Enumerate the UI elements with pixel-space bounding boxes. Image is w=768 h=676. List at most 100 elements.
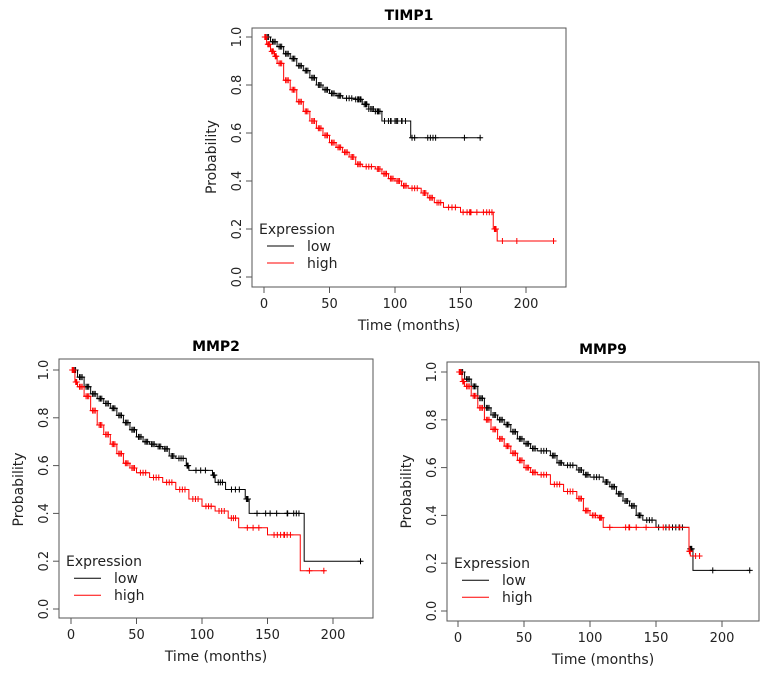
censor-mark: [250, 524, 257, 531]
censor-mark: [618, 490, 625, 497]
censor-mark: [236, 486, 243, 493]
censor-mark: [185, 462, 192, 469]
censor-mark: [543, 471, 550, 478]
x-tick-label: 50: [321, 297, 338, 312]
censor-mark: [525, 440, 532, 447]
censor-mark: [131, 426, 138, 433]
series-low: [262, 34, 484, 141]
legend-label-high: high: [502, 590, 533, 606]
censor-mark: [164, 445, 171, 452]
censor-mark: [532, 445, 539, 452]
x-tick-label: 200: [321, 628, 346, 643]
censor-mark: [228, 486, 235, 493]
censor-mark: [525, 464, 532, 471]
censor-mark: [98, 421, 105, 428]
censor-mark: [192, 467, 199, 474]
x-tick-label: 0: [67, 628, 75, 643]
censor-mark: [396, 178, 403, 184]
y-tick-label: 0.4: [425, 505, 440, 526]
plot-frame: [446, 361, 760, 622]
censor-mark: [409, 185, 416, 192]
censor-mark: [505, 421, 512, 428]
y-tick-label: 0.6: [230, 123, 245, 144]
x-tick-label: 200: [710, 631, 735, 646]
censor-mark: [244, 524, 251, 531]
censor-mark: [317, 82, 324, 88]
y-axis-label: Probability: [399, 454, 415, 528]
censor-mark: [387, 118, 394, 124]
censor-mark: [219, 479, 226, 486]
censor-mark: [118, 450, 125, 457]
censor-mark: [105, 400, 112, 407]
censor-mark: [211, 472, 218, 479]
censor-mark: [272, 38, 279, 45]
censor-mark: [479, 395, 486, 402]
censor-mark: [363, 101, 370, 108]
censor-mark: [477, 134, 484, 141]
censor-mark: [92, 390, 99, 397]
censor-mark: [631, 502, 638, 509]
censor-mark: [578, 466, 585, 473]
censor-mark: [195, 496, 202, 503]
censor-mark: [176, 486, 183, 493]
survival-curve-low: [71, 369, 362, 562]
y-tick-label: 1.0: [230, 27, 245, 48]
plot-frame: [58, 358, 374, 619]
censor-mark: [486, 404, 493, 411]
censor-mark: [306, 567, 313, 574]
censor-mark: [592, 512, 599, 519]
censor-mark: [363, 163, 370, 170]
censor-mark: [585, 507, 592, 514]
censor-mark: [70, 367, 77, 373]
censor-mark: [124, 460, 131, 467]
censor-mark: [357, 558, 364, 565]
censor-mark: [604, 478, 611, 485]
censor-mark: [585, 471, 592, 478]
series-low: [456, 369, 753, 574]
legend-label-high: high: [114, 588, 145, 604]
censor-mark: [357, 161, 364, 168]
censor-mark: [262, 510, 269, 517]
legend-label-low: low: [114, 571, 138, 587]
censor-mark: [390, 175, 397, 182]
censor-mark: [564, 488, 571, 495]
censor-mark: [538, 447, 545, 454]
x-axis-label: Time (months): [551, 652, 654, 668]
x-tick-label: 50: [516, 631, 533, 646]
y-axis-label: Probability: [204, 120, 220, 194]
legend-label-low: low: [307, 239, 331, 255]
censor-mark: [350, 154, 357, 160]
censor-mark: [85, 393, 92, 400]
x-tick-label: 100: [383, 297, 408, 312]
censor-mark: [429, 194, 436, 201]
censor-mark: [79, 374, 86, 381]
censor-mark: [399, 118, 406, 124]
censor-mark: [437, 199, 444, 206]
censor-mark: [499, 416, 506, 423]
censor-mark: [180, 455, 187, 462]
series-high: [261, 34, 557, 244]
censor-mark: [317, 125, 324, 132]
censor-mark: [686, 548, 693, 555]
censor-mark: [291, 55, 298, 62]
censor-mark: [273, 53, 280, 60]
censor-mark: [393, 118, 400, 124]
censor-mark: [85, 383, 92, 390]
censor-mark: [625, 524, 632, 531]
censor-mark: [73, 378, 80, 385]
censor-mark: [466, 383, 473, 390]
y-tick-label: 1.0: [425, 362, 440, 383]
censor-mark: [492, 412, 499, 419]
legend-label-high: high: [307, 256, 338, 272]
y-tick-label: 0.2: [37, 551, 52, 572]
y-tick-label: 0.2: [425, 553, 440, 574]
y-tick-label: 0.6: [37, 455, 52, 476]
censor-mark: [486, 416, 493, 423]
censor-mark: [163, 479, 170, 486]
censor-mark: [278, 60, 285, 67]
y-tick-label: 0.6: [425, 457, 440, 478]
survival-curve-low: [458, 371, 752, 571]
censor-mark: [676, 524, 683, 531]
censor-mark: [598, 514, 605, 521]
censor-mark: [432, 134, 439, 141]
